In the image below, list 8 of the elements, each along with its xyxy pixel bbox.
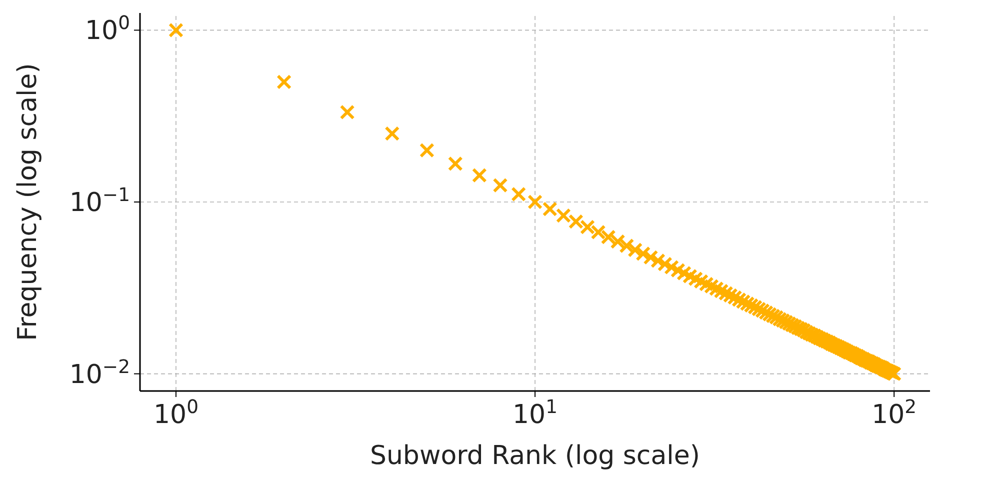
y-tick-label: 10$^{−2}$ (69, 356, 130, 390)
x-tick-label: 10$^{2}$ (872, 396, 917, 430)
y-axis-title: Frequency (log scale) (13, 63, 43, 341)
y-tick-label: 10$^{0}$ (85, 12, 130, 46)
x-axis-title: Subword Rank (log scale) (370, 441, 700, 471)
y-tick-label: 10$^{−1}$ (69, 184, 130, 218)
x-tick-label: 10$^{1}$ (512, 396, 558, 430)
x-tick-label: 10$^{0}$ (153, 396, 198, 430)
